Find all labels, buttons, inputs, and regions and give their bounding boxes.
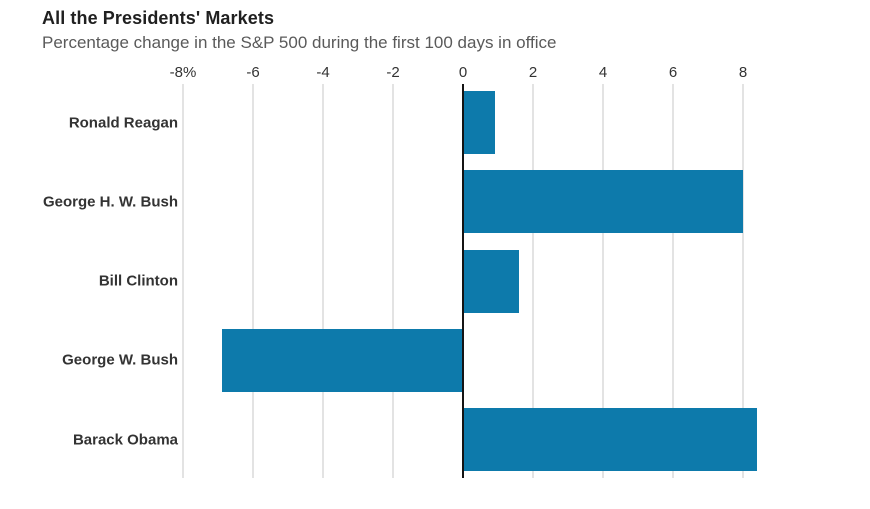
gridline [252, 84, 254, 478]
gridline [392, 84, 394, 478]
zero-axis-line [462, 84, 464, 478]
x-tick-label: -6 [246, 64, 260, 81]
gridline [602, 84, 604, 478]
x-tick-label: 0 [458, 64, 468, 81]
chart-title: All the Presidents' Markets [42, 8, 275, 28]
chart-subtitle: Percentage change in the S&P 500 during … [42, 33, 557, 52]
category-label: George W. Bush [62, 351, 178, 369]
category-label: Ronald Reagan [68, 114, 178, 131]
x-tick-label: -4 [316, 64, 330, 81]
x-tick-label: -8% [169, 64, 197, 81]
gridline [182, 84, 184, 478]
category-label: Barack Obama [72, 431, 178, 449]
gridline [532, 84, 534, 478]
category-label: Bill Clinton [98, 272, 178, 290]
bar [463, 249, 519, 313]
bar [221, 328, 463, 392]
bar [463, 170, 743, 234]
x-tick-label: 6 [668, 64, 678, 81]
category-label: George H. W. Bush [42, 193, 178, 211]
x-tick-label: 8 [738, 64, 748, 81]
bar [463, 408, 757, 472]
x-tick-label: -2 [386, 64, 400, 81]
x-tick-label: 2 [528, 64, 538, 81]
x-tick-label: 4 [598, 64, 608, 81]
gridline [322, 84, 324, 478]
bar [463, 91, 495, 154]
gridline [672, 84, 674, 478]
gridline [742, 84, 744, 478]
